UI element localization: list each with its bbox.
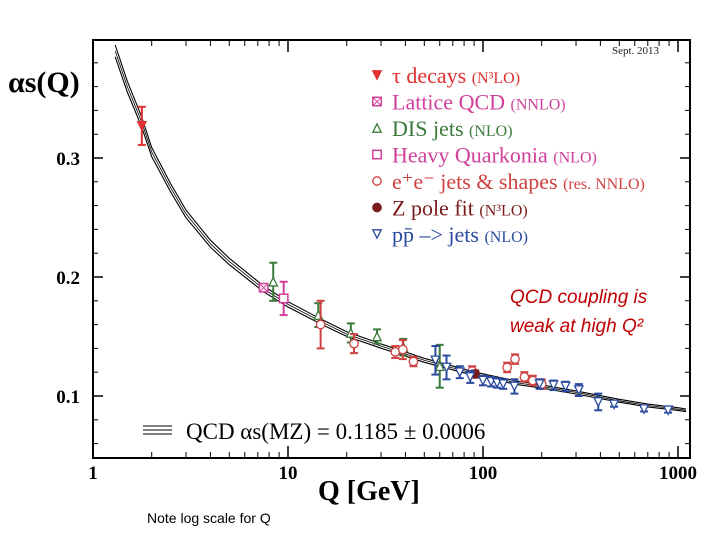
legend-order: (NLO): [553, 150, 597, 167]
series-points: [136, 105, 148, 146]
point-marker: [315, 319, 326, 330]
legend: τ decays (N³LO)Lattice QCD (NNLO)DIS jet…: [371, 63, 645, 247]
y-tick-label: 0.1: [56, 387, 80, 408]
data-point: [560, 380, 571, 393]
point-marker: [638, 404, 650, 415]
data-points: [136, 105, 674, 416]
point-marker: [464, 372, 476, 383]
data-point: [390, 345, 401, 359]
series-points: [258, 282, 269, 293]
point-marker: [502, 362, 513, 373]
note-text: Note log scale for Q: [147, 510, 271, 526]
point-marker: [371, 330, 383, 342]
legend-order: (N³LO): [479, 203, 527, 220]
data-point: [593, 392, 604, 412]
plot-frame: [92, 39, 691, 459]
data-point: [397, 339, 408, 361]
point-marker: [497, 379, 509, 390]
legend-label: Z pole fit (N³LO): [392, 196, 528, 221]
data-point: [371, 328, 383, 345]
point-marker: [548, 380, 559, 391]
point-marker: [454, 367, 466, 378]
legend-order: (res. NNLO): [563, 176, 645, 193]
point-marker: [136, 121, 148, 132]
point-marker: [408, 356, 419, 367]
data-point: [349, 333, 359, 355]
data-point: [477, 374, 489, 387]
point-marker: [372, 176, 382, 186]
data-point: [497, 378, 509, 390]
y-tick-label: 0.3: [56, 149, 80, 170]
annotation-line-2: weak at high Q²: [510, 316, 644, 337]
point-marker: [662, 405, 674, 416]
data-point: [136, 105, 148, 146]
point-marker: [349, 338, 359, 349]
data-point: [408, 355, 419, 368]
x-axis-label: Q [GeV]: [318, 476, 420, 507]
point-marker: [519, 372, 530, 382]
series-points: [278, 280, 289, 317]
data-point: [608, 399, 620, 410]
point-marker: [434, 360, 445, 372]
data-point: [573, 383, 585, 397]
data-point: [441, 354, 452, 381]
point-marker: [510, 354, 520, 364]
legend-order: (N³LO): [472, 70, 520, 87]
x-tick-label: 10: [279, 463, 298, 484]
point-marker: [372, 202, 382, 213]
data-point: [485, 375, 497, 388]
data-point: [258, 282, 269, 293]
data-point: [638, 404, 650, 415]
date-label: Sept. 2013: [612, 45, 660, 57]
point-marker: [560, 381, 571, 393]
y-axis-label: αs(Q): [8, 66, 80, 99]
point-marker: [372, 149, 382, 160]
legend-order: (NLO): [469, 123, 513, 140]
data-point: [267, 261, 279, 302]
point-marker: [371, 122, 383, 133]
data-point: [315, 299, 326, 350]
legend-item: Z pole fit (N³LO): [372, 196, 528, 221]
x-tick-label: 1: [88, 463, 98, 484]
legend-order: (NNLO): [511, 97, 566, 114]
point-marker: [371, 229, 383, 240]
y-tick-label: 0.2: [56, 268, 80, 289]
axis-ticks: 1 10 100 1000 0.1 0.2 0.3: [56, 40, 697, 484]
point-marker: [267, 276, 279, 287]
data-point: [519, 371, 530, 383]
point-cross: [372, 96, 382, 107]
data-point: [510, 353, 520, 365]
theory-legend: QCD αs(MZ) = 0.1185 ± 0.0006: [143, 419, 485, 444]
data-point: [548, 379, 559, 392]
point-marker: [509, 381, 520, 393]
point-marker: [371, 70, 383, 81]
point-marker: [397, 344, 408, 355]
point-marker: [441, 362, 452, 374]
data-point: [502, 361, 513, 374]
x-tick-label: 1000: [659, 463, 697, 484]
data-point: [434, 343, 445, 389]
point-marker: [278, 293, 289, 304]
data-point: [662, 405, 674, 416]
x-tick-label: 100: [469, 463, 498, 484]
data-point: [464, 370, 476, 384]
data-point: [454, 365, 466, 380]
point-marker: [477, 375, 489, 387]
series-points: [430, 345, 674, 416]
theory-legend-label: QCD αs(MZ) = 0.1185 ± 0.0006: [186, 419, 485, 444]
point-marker: [573, 385, 585, 396]
series-points: [315, 299, 547, 390]
point-marker: [593, 397, 604, 408]
point-marker: [608, 399, 620, 410]
data-point: [534, 378, 545, 390]
point-cross: [259, 283, 269, 293]
annotation-line-1: QCD coupling is: [510, 287, 648, 308]
legend-order: (NLO): [484, 229, 528, 246]
data-point: [509, 378, 520, 395]
point-marker: [534, 379, 545, 390]
data-point: [278, 280, 289, 317]
point-marker: [430, 355, 441, 366]
data-point: [430, 345, 441, 376]
